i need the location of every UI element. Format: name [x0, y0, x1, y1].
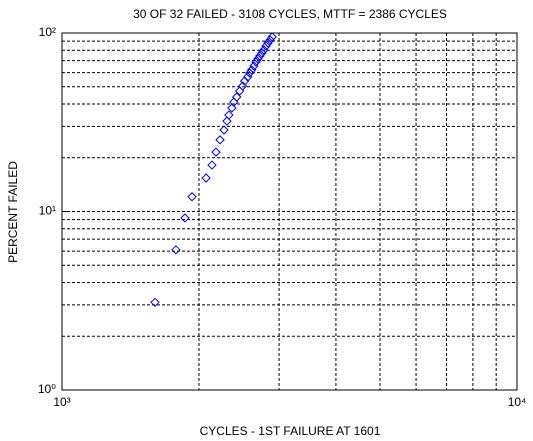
data-point — [247, 65, 257, 75]
x-tick-label: 10⁴ — [508, 395, 527, 409]
data-point — [150, 297, 160, 307]
data-point — [219, 125, 229, 135]
data-point — [180, 213, 190, 223]
y-tick-label: 10⁰ — [38, 382, 56, 396]
data-point — [201, 173, 211, 183]
data-point — [244, 68, 255, 78]
y-tick-label: 10² — [39, 25, 56, 39]
plot-frame — [61, 32, 518, 391]
data-point — [257, 48, 267, 58]
data-point — [224, 110, 234, 120]
data-point — [211, 147, 221, 157]
data-point — [255, 51, 265, 61]
data-point — [259, 45, 269, 55]
data-point — [251, 57, 261, 67]
data-point — [215, 135, 225, 145]
data-point — [227, 103, 237, 113]
data-point — [222, 116, 232, 126]
data-point — [171, 245, 181, 255]
data-point — [267, 32, 277, 42]
data-point — [261, 41, 271, 51]
y-axis-label: PERCENT FAILED — [6, 161, 20, 263]
x-axis-label: CYCLES - 1ST FAILURE AT 1601 — [200, 424, 381, 438]
y-tick-label: 10¹ — [39, 204, 56, 218]
data-point — [232, 92, 242, 102]
data-point — [187, 192, 197, 202]
data-point — [239, 76, 250, 86]
x-tick-label: 10³ — [53, 395, 70, 409]
data-point — [207, 160, 217, 170]
data-point — [265, 35, 275, 45]
chart-title: 30 OF 32 FAILED - 3108 CYCLES, MTTF = 23… — [133, 7, 447, 21]
data-point — [263, 38, 273, 48]
data-point — [253, 54, 263, 64]
